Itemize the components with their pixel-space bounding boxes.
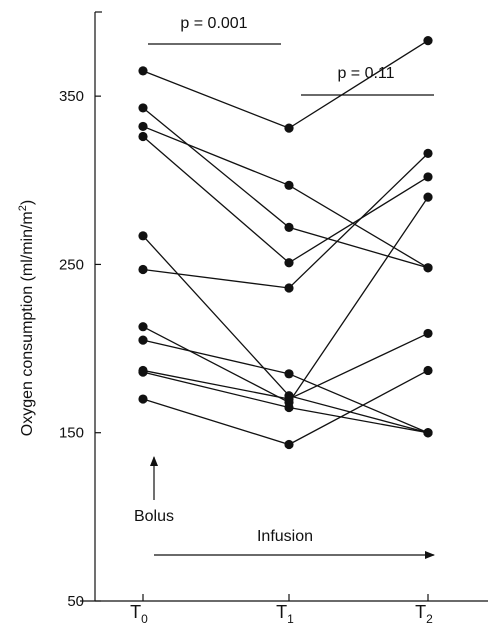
bolus-label: Bolus: [134, 508, 174, 525]
p2-label: p = 0.11: [337, 65, 394, 82]
data-point: [138, 103, 148, 113]
data-point: [423, 428, 433, 438]
y-tick-label: 250: [59, 256, 84, 273]
data-point: [138, 131, 148, 142]
series-line: [142, 136, 429, 264]
x-tick-label: T1: [276, 602, 294, 624]
p1-label: p = 0.001: [180, 15, 247, 32]
data-point: [423, 148, 433, 158]
data-point: [138, 121, 148, 132]
y-tick-label: 150: [59, 425, 84, 442]
x-tick-label: T0: [130, 602, 148, 624]
data-point: [284, 394, 294, 404]
data-point: [423, 36, 433, 46]
data-point: [423, 365, 433, 376]
data-point: [138, 231, 148, 241]
data-point: [284, 439, 294, 450]
y-axis-label: Oxygen consumption (ml/min/m2): [17, 200, 36, 436]
data-point: [138, 322, 148, 332]
x-ticks: T0 T1 T2: [130, 594, 433, 624]
series-line: [142, 40, 429, 129]
series-layer: [138, 36, 433, 450]
data-point: [284, 369, 294, 379]
data-point: [138, 394, 148, 404]
data-point: [284, 123, 294, 133]
data-point: [284, 283, 294, 293]
series-line: [142, 125, 429, 269]
data-point: [138, 66, 148, 76]
y-tick-label: 350: [59, 88, 84, 105]
data-point: [284, 222, 294, 233]
data-point: [423, 192, 433, 202]
data-point: [423, 172, 433, 182]
series-line: [142, 332, 429, 400]
data-point: [284, 258, 294, 268]
data-point: [423, 328, 433, 339]
data-point: [138, 335, 148, 345]
infusion-label: Infusion: [257, 528, 313, 545]
data-point: [284, 180, 294, 190]
data-point: [138, 264, 148, 275]
y-tick-label: 50: [67, 593, 84, 610]
y-ticks: 50 150 250 350: [59, 88, 101, 610]
x-tick-label: T2: [415, 602, 433, 624]
data-point: [138, 367, 148, 377]
data-point: [284, 402, 294, 413]
data-point: [423, 263, 433, 273]
